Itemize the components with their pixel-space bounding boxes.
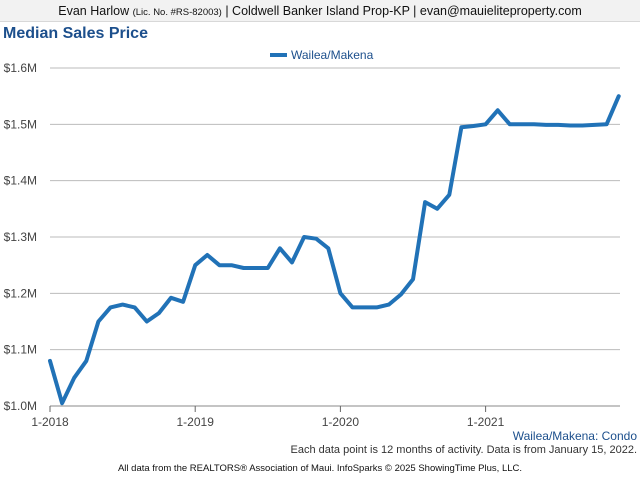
header-bar: Evan Harlow (Lic. No. #RS-82003) | Coldw… <box>0 0 640 22</box>
gridlines <box>50 67 620 407</box>
data-point <box>48 359 52 363</box>
data-point <box>387 303 391 307</box>
data-point <box>508 122 512 126</box>
company-name: | Coldwell Banker Island Prop-KP | <box>225 4 417 18</box>
legend-label: Wailea/Makena <box>291 48 374 62</box>
y-tick-label: $1.0M <box>4 399 37 413</box>
data-point <box>556 123 560 127</box>
y-tick-label: $1.6M <box>4 61 37 75</box>
data-point <box>580 123 584 127</box>
data-point <box>157 311 161 315</box>
x-tick-label: 1-2019 <box>177 415 215 429</box>
data-point <box>254 266 258 270</box>
data-point <box>266 266 270 270</box>
data-point <box>459 125 463 129</box>
data-point <box>145 320 149 323</box>
y-tick-label: $1.4M <box>4 174 37 188</box>
x-tick-label: 1-2021 <box>467 415 505 429</box>
data-point <box>121 303 125 307</box>
data-point <box>72 376 76 380</box>
data-point <box>133 305 137 309</box>
data-point <box>472 124 475 128</box>
data-point <box>230 263 233 267</box>
data-point <box>520 122 524 126</box>
data-point <box>193 263 197 267</box>
x-tick-label: 1-2018 <box>31 415 69 429</box>
data-point <box>96 320 100 323</box>
license-number: (Lic. No. #RS-82003) <box>132 7 222 18</box>
data-note: Each data point is 12 months of activity… <box>290 444 637 456</box>
data-point <box>242 266 246 270</box>
data-point <box>484 122 488 126</box>
data-point <box>363 305 367 309</box>
data-point <box>217 263 221 267</box>
data-point <box>496 108 500 112</box>
data-point <box>593 123 596 127</box>
agent-name: Evan Harlow <box>58 4 130 18</box>
agent-email[interactable]: evan@mauieliteproperty.com <box>419 4 582 18</box>
data-point <box>435 207 439 211</box>
data-point <box>568 123 572 127</box>
data-point <box>338 291 342 295</box>
x-axis: 1-2018 1-2019 1-2020 1-2021 <box>31 406 505 429</box>
data-point <box>617 94 621 98</box>
series-caption: Wailea/Makena: Condo <box>512 429 637 443</box>
data-point <box>423 200 427 204</box>
chart-title: Median Sales Price <box>3 25 148 42</box>
data-point <box>411 277 415 281</box>
data-point <box>326 246 330 250</box>
data-point <box>60 401 64 405</box>
legend[interactable]: Wailea/Makena <box>270 48 374 62</box>
y-tick-label: $1.3M <box>4 230 37 244</box>
data-point <box>205 253 209 257</box>
data-point <box>278 246 282 250</box>
data-point <box>447 193 451 197</box>
series-line-wailea-makena <box>48 94 621 406</box>
x-tick-label: 1-2020 <box>322 415 360 429</box>
data-point <box>314 237 318 241</box>
data-point <box>399 292 403 296</box>
data-point <box>290 260 294 264</box>
data-point <box>375 305 379 309</box>
y-tick-label: $1.2M <box>4 286 37 300</box>
data-point <box>169 296 173 300</box>
footer-credit: All data from the REALTORS® Association … <box>117 463 523 474</box>
data-point <box>544 123 548 127</box>
data-point <box>351 305 354 309</box>
data-point <box>532 122 536 126</box>
data-point <box>109 305 112 309</box>
data-point <box>302 235 306 239</box>
series-group <box>48 94 621 406</box>
y-axis: $1.0M $1.1M $1.2M $1.3M $1.4M $1.5M $1.6M <box>4 61 37 413</box>
data-point <box>181 300 185 304</box>
data-point <box>605 122 609 126</box>
y-tick-label: $1.5M <box>4 117 37 131</box>
y-tick-label: $1.1M <box>4 343 37 357</box>
data-point <box>84 359 88 363</box>
